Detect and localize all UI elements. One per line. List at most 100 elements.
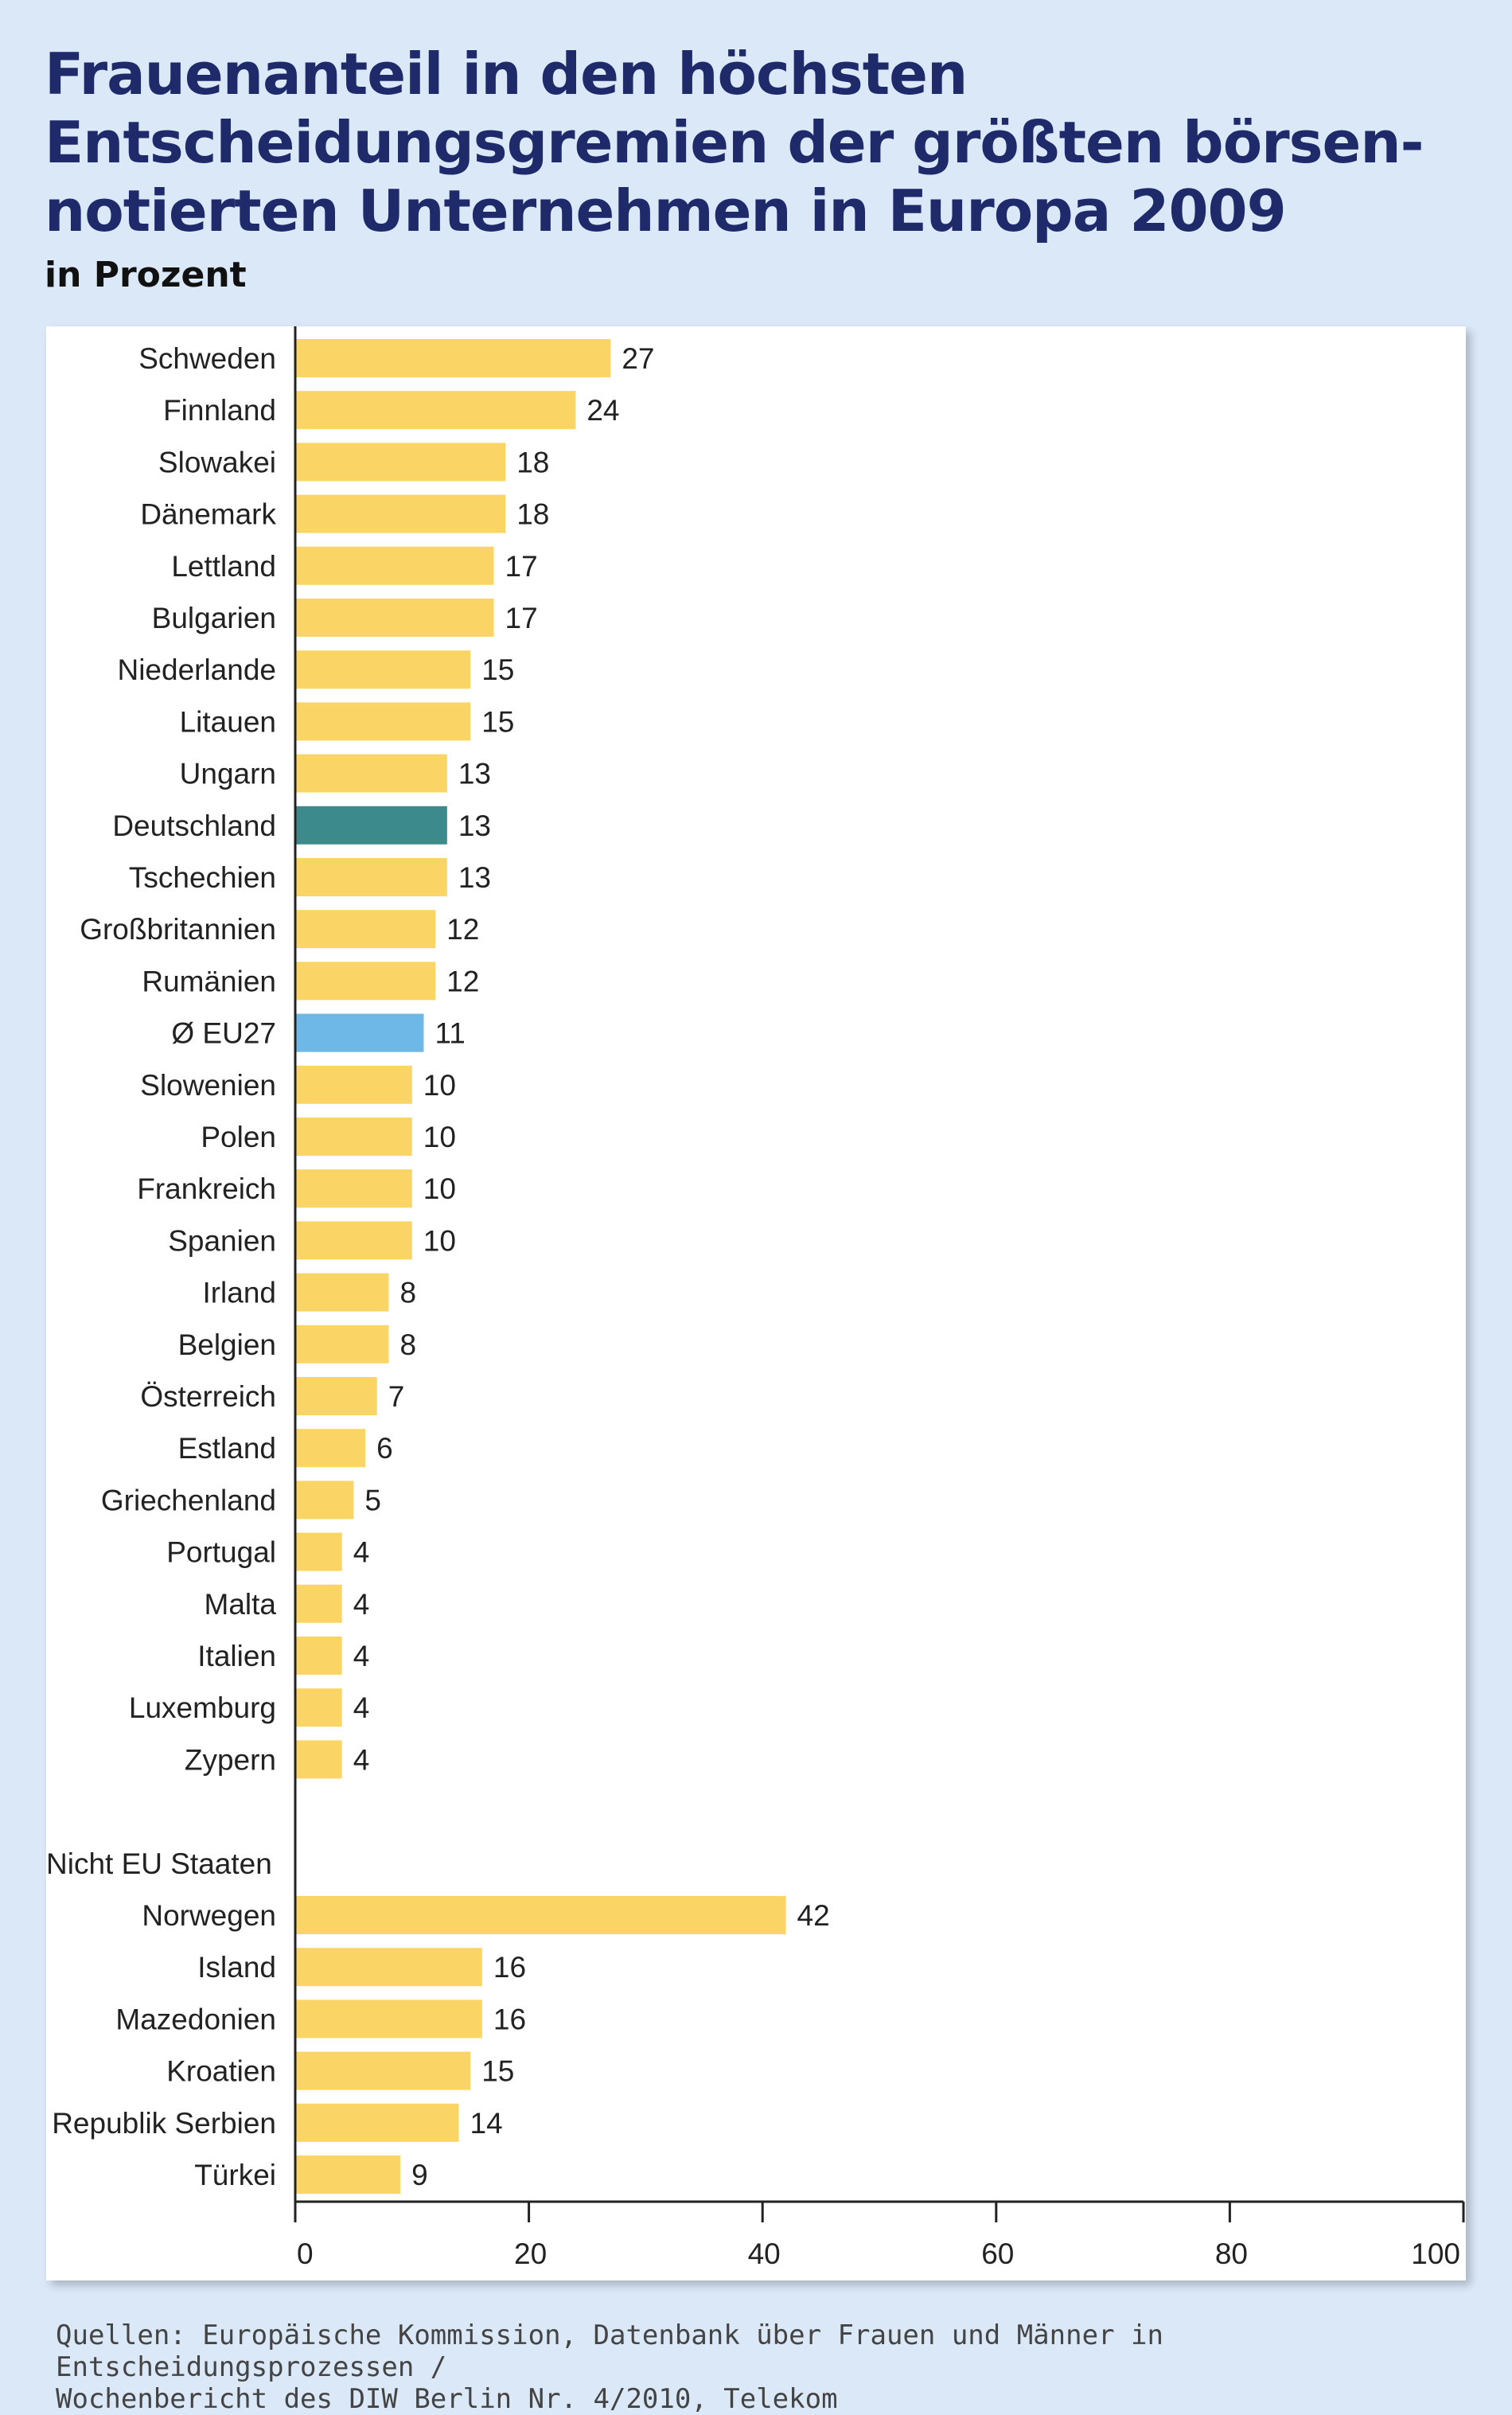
category-label: Polen <box>201 1121 276 1153</box>
x-tick-label: 80 <box>1215 2237 1248 2270</box>
data-label: 13 <box>458 810 491 842</box>
source-note: Quellen: Europäische Kommission, Datenba… <box>56 2319 1480 2415</box>
data-label: 42 <box>797 1899 830 1932</box>
x-tick-label: 40 <box>748 2237 781 2270</box>
data-label: 16 <box>493 2003 526 2035</box>
data-label: 13 <box>458 861 491 894</box>
bar <box>295 702 471 741</box>
bar-chart: Schweden 27 Finnland 24 Slowakei 18 Dänemark 18… <box>46 326 1465 2270</box>
data-label: 18 <box>516 498 549 531</box>
data-label: 9 <box>411 2159 428 2191</box>
bar <box>295 1948 482 1987</box>
data-label: 15 <box>481 705 514 738</box>
chart-title-line: notierten Unternehmen in Europa 2009 <box>45 178 1287 244</box>
bar <box>295 2103 459 2142</box>
data-label: 17 <box>505 602 538 634</box>
x-tick-label: 60 <box>981 2237 1014 2270</box>
bar <box>295 806 447 845</box>
category-label: Zypern <box>185 1743 276 1776</box>
bar <box>295 1637 342 1675</box>
x-tick-label: 20 <box>514 2237 547 2270</box>
category-label: Spanien <box>168 1224 276 1257</box>
source-line: Quellen: Europäische Kommission, Datenba… <box>56 2319 1163 2383</box>
bar <box>295 910 436 949</box>
source-line: Wochenbericht des DIW Berlin Nr. 4/2010,… <box>56 2383 838 2415</box>
category-label: Slowakei <box>158 446 276 478</box>
category-label: Schweden <box>138 342 276 375</box>
bar <box>295 443 506 482</box>
category-label: Island <box>197 1951 276 1984</box>
data-label: 4 <box>353 1640 370 1672</box>
chart-subtitle: in Prozent <box>45 255 247 295</box>
data-label: 14 <box>470 2107 503 2140</box>
data-label: 5 <box>364 1484 381 1516</box>
bar <box>295 1065 412 1104</box>
data-label: 8 <box>399 1328 416 1361</box>
bar <box>295 1532 342 1571</box>
category-label: Türkei <box>194 2159 276 2191</box>
bar <box>295 650 471 689</box>
category-label: Bulgarien <box>152 602 276 634</box>
category-label: Belgien <box>178 1328 276 1361</box>
category-label: Lettland <box>171 550 276 583</box>
category-label: Mazedonien <box>115 2003 276 2035</box>
data-label: 6 <box>376 1432 393 1465</box>
data-label: 4 <box>353 1743 370 1776</box>
category-label: Deutschland <box>112 810 276 842</box>
data-label: 4 <box>353 1691 370 1724</box>
bar <box>295 1325 389 1364</box>
category-label: Slowenien <box>140 1069 276 1102</box>
category-label: Republik Serbien <box>52 2107 276 2140</box>
data-label: 12 <box>446 965 479 997</box>
category-label: Griechenland <box>101 1484 276 1516</box>
chart-title: Frauenanteil in den höchsten Entscheidun… <box>45 40 1461 245</box>
bar <box>295 1377 377 1415</box>
bar <box>295 962 436 1001</box>
group-heading: Nicht EU Staaten <box>46 1847 272 1880</box>
category-label: Frankreich <box>137 1172 276 1205</box>
bar <box>295 391 576 430</box>
data-label: 16 <box>493 1951 526 1984</box>
chart-panel: Schweden 27 Finnland 24 Slowakei 18 Dänemark 18… <box>46 326 1466 2280</box>
data-label: 10 <box>423 1121 456 1153</box>
data-label: 12 <box>446 913 479 946</box>
data-label: 10 <box>423 1069 456 1102</box>
data-label: 4 <box>353 1588 370 1621</box>
x-tick-label: 0 <box>297 2237 314 2270</box>
bar <box>295 1481 354 1520</box>
category-label: Ungarn <box>180 758 276 790</box>
bar <box>295 339 611 377</box>
category-label: Finnland <box>163 394 276 427</box>
category-label: Irland <box>202 1277 276 1309</box>
bar <box>295 1999 482 2039</box>
data-label: 17 <box>505 550 538 583</box>
category-label: Litauen <box>180 705 276 738</box>
bar <box>295 1221 412 1260</box>
category-label: Niederlande <box>117 653 276 686</box>
data-label: 15 <box>481 2055 514 2088</box>
category-label: Norwegen <box>142 1899 276 1932</box>
bar <box>295 546 494 585</box>
data-label: 10 <box>423 1224 456 1257</box>
data-label: 15 <box>481 653 514 686</box>
category-label: Kroatien <box>166 2055 276 2088</box>
bar <box>295 1169 412 1208</box>
data-label: 11 <box>435 1017 465 1050</box>
data-label: 13 <box>458 758 491 790</box>
bar <box>295 754 447 793</box>
bar <box>295 1896 786 1934</box>
x-tick-label: 100 <box>1411 2237 1460 2270</box>
category-label: Tschechien <box>129 861 276 894</box>
data-label: 8 <box>399 1277 416 1309</box>
category-label: Dänemark <box>140 498 276 531</box>
bar <box>295 1688 342 1727</box>
category-label: Ø EU27 <box>171 1017 276 1050</box>
category-label: Luxemburg <box>129 1691 276 1724</box>
data-label: 7 <box>388 1380 405 1413</box>
chart-title-line: Entscheidungsgremien der größten börsen- <box>45 109 1424 176</box>
data-label: 4 <box>353 1536 370 1569</box>
bar <box>295 1429 366 1468</box>
bar <box>295 858 447 896</box>
bar <box>295 494 506 533</box>
category-label: Italien <box>197 1640 276 1672</box>
